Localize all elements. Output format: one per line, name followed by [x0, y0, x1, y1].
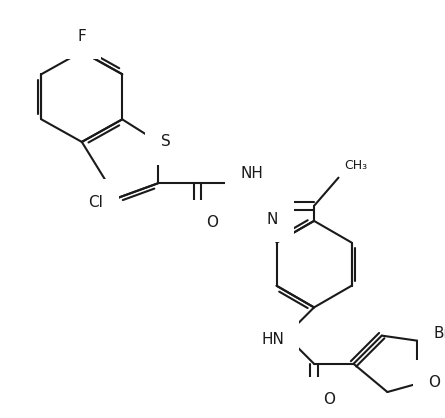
Text: F: F: [77, 29, 86, 44]
Text: HN: HN: [261, 332, 284, 347]
Text: Br: Br: [433, 326, 445, 341]
Text: O: O: [429, 375, 441, 390]
Text: N: N: [267, 212, 279, 227]
Text: Cl: Cl: [89, 195, 103, 209]
Text: CH₃: CH₃: [344, 159, 367, 172]
Text: NH: NH: [241, 166, 263, 181]
Text: S: S: [161, 135, 170, 149]
Text: O: O: [206, 215, 218, 230]
Text: O: O: [323, 392, 335, 407]
